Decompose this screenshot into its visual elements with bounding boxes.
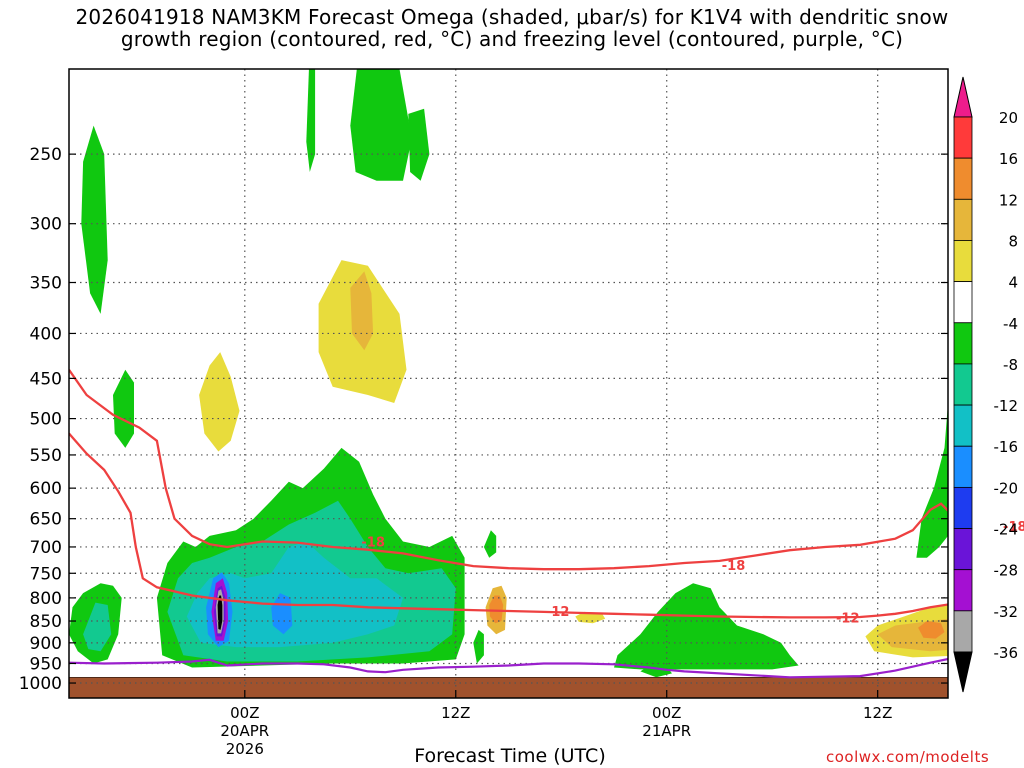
omega-region [473, 629, 484, 664]
colorbar-swatch [953, 610, 973, 653]
x-axis-label: Forecast Time (UTC) [414, 745, 606, 767]
y-tick-label: 1000 [19, 674, 62, 694]
colorbar-swatch [953, 322, 973, 365]
colorbar-swatch [953, 240, 973, 283]
credit-text: coolwx.com/modelts [826, 748, 990, 766]
y-axis: 2503003504004505005506006507007508008509… [19, 145, 948, 694]
colorbar-swatch [953, 198, 973, 241]
dendritic-contour-m18 [69, 369, 948, 571]
colorbar-swatch [953, 404, 973, 447]
y-tick-label: 700 [30, 538, 62, 558]
colorbar-swatch [953, 116, 973, 159]
y-tick-label: 250 [30, 145, 62, 165]
omega-region [83, 602, 112, 652]
colorbar-swatch [953, 486, 973, 529]
grid-lines [69, 69, 948, 698]
omega-shading [69, 69, 948, 678]
dendritic-contour-m12 [69, 432, 948, 619]
plot-frame [68, 68, 949, 699]
colorbar-label: 4 [1008, 274, 1018, 292]
x-tick-date: 21APR [642, 722, 691, 740]
omega-region [113, 369, 134, 448]
y-tick-label: 900 [30, 634, 62, 654]
colorbar-label: -24 [994, 521, 1019, 539]
y-tick-label: 300 [30, 215, 62, 235]
colorbar-label: -12 [994, 397, 1019, 415]
colorbar-top-arrow [953, 76, 973, 118]
y-tick-label: 850 [30, 612, 62, 632]
colorbar: 20 16 12 8 4 -4 -8 -12 -16 -20 -24 -28 -32 -36 [953, 76, 1019, 693]
chart-title: 2026041918 NAM3KM Forecast Omega (shaded… [0, 6, 1024, 50]
x-tick-label: 00Z [652, 704, 681, 722]
contour-label: -12 [546, 605, 570, 620]
colorbar-label: -32 [994, 603, 1019, 621]
ground-fill [69, 677, 948, 698]
omega-region [350, 69, 412, 181]
y-tick-label: 750 [30, 564, 62, 584]
colorbar-bottom-arrow [953, 651, 973, 693]
colorbar-swatch [953, 445, 973, 488]
omega-region [505, 563, 628, 643]
x-tick-label: 00Z [230, 704, 259, 722]
colorbar-swatch [953, 363, 973, 406]
colorbar-label: 12 [999, 191, 1018, 209]
omega-region [81, 125, 108, 314]
y-tick-label: 500 [30, 410, 62, 430]
contour-label: -18 [722, 559, 746, 574]
colorbar-swatch [953, 281, 973, 324]
omega-region [350, 271, 374, 351]
omega-region [199, 352, 240, 452]
y-tick-label: 600 [30, 479, 62, 499]
colorbar-label: 16 [999, 150, 1018, 168]
title-line-2: growth region (contoured, red, °C) and f… [120, 27, 904, 51]
omega-region [162, 217, 461, 525]
y-tick-label: 400 [30, 324, 62, 344]
y-tick-label: 800 [30, 589, 62, 609]
y-tick-label: 350 [30, 274, 62, 294]
contour-lines [69, 369, 948, 679]
colorbar-label: 8 [1008, 232, 1018, 250]
omega-region [121, 440, 150, 547]
colorbar-label: -4 [1003, 315, 1018, 333]
colorbar-swatch [953, 157, 973, 200]
contour-labels: -12 -12 -18 -18 -18 [361, 520, 1024, 626]
colorbar-label: -16 [994, 438, 1019, 456]
title-line-1: 2026041918 NAM3KM Forecast Omega (shaded… [75, 5, 949, 29]
omega-region [916, 403, 948, 558]
colorbar-label: -28 [994, 562, 1019, 580]
colorbar-label: -20 [994, 479, 1019, 497]
contour-label: -12 [836, 611, 860, 626]
y-tick-label: 950 [30, 654, 62, 674]
y-tick-label: 450 [30, 369, 62, 389]
x-tick-label: 12Z [441, 704, 470, 722]
x-tick-year: 2026 [226, 740, 264, 758]
colorbar-label: 20 [999, 109, 1018, 127]
omega-region [483, 530, 497, 558]
omega-region [408, 108, 430, 181]
omega-region [306, 69, 316, 172]
ground-layer [69, 677, 948, 698]
colorbar-swatch [953, 569, 973, 612]
omega-region [489, 595, 504, 624]
contour-label: -18 [361, 535, 385, 550]
freezing-level-contour [69, 657, 948, 679]
x-tick-label: 12Z [863, 704, 892, 722]
contour-label: -18 [1003, 520, 1024, 535]
omega-region [614, 583, 799, 670]
y-tick-label: 550 [30, 446, 62, 466]
colorbar-label: -36 [994, 644, 1019, 662]
colorbar-label: -8 [1003, 356, 1018, 374]
y-tick-label: 650 [30, 510, 62, 530]
omega-region [918, 621, 945, 639]
colorbar-swatch [953, 528, 973, 571]
x-tick-date: 20APR [220, 722, 269, 740]
